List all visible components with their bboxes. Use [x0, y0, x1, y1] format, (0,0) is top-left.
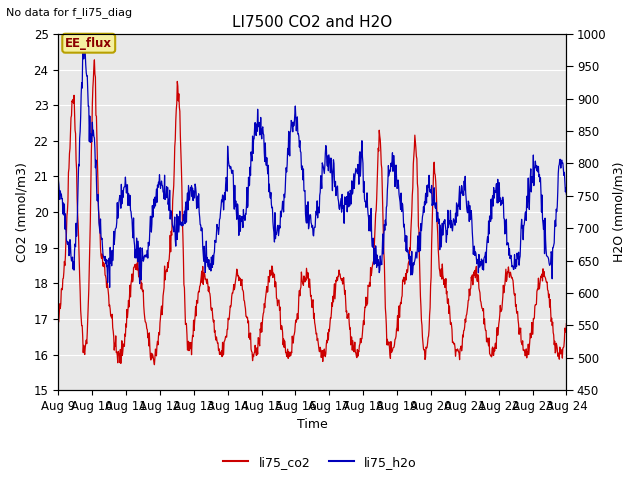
Y-axis label: CO2 (mmol/m3): CO2 (mmol/m3)	[15, 162, 28, 262]
X-axis label: Time: Time	[297, 419, 328, 432]
Title: LI7500 CO2 and H2O: LI7500 CO2 and H2O	[232, 15, 392, 30]
Y-axis label: H2O (mmol/m3): H2O (mmol/m3)	[612, 162, 625, 262]
Text: No data for f_li75_diag: No data for f_li75_diag	[6, 7, 132, 18]
Text: EE_flux: EE_flux	[65, 37, 112, 50]
Legend: li75_co2, li75_h2o: li75_co2, li75_h2o	[218, 451, 422, 474]
